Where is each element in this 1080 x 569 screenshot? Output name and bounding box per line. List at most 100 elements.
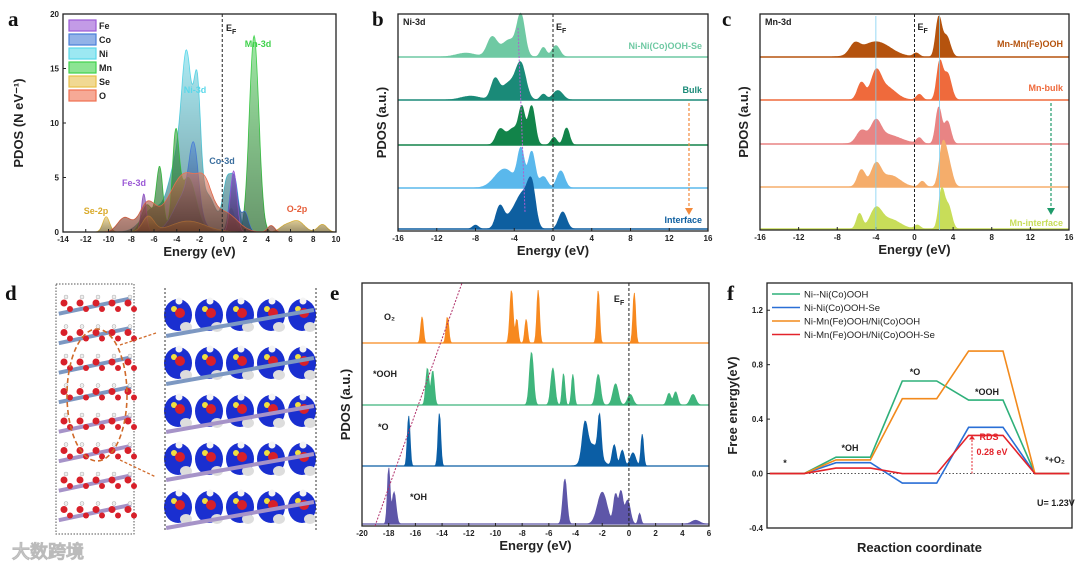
oxygen-atom (124, 388, 132, 395)
x-tick-label: 0 (627, 529, 632, 538)
charge-blob-accumulation (171, 354, 177, 360)
x-tick-label: -12 (793, 233, 805, 242)
oxygen-atom (131, 483, 137, 489)
oxygen-atom (60, 506, 68, 513)
series-label: Mn-Mn(Fe)OOH (997, 39, 1063, 49)
legend-label-o: O (99, 91, 106, 101)
y-tick-label: 20 (50, 10, 59, 19)
fermi-level-label: EF (614, 294, 625, 307)
metal-layer (165, 308, 315, 338)
series-label: Mn-bulk (1029, 83, 1064, 93)
x-tick-label: 4 (680, 529, 685, 538)
hydrogen-atom (63, 471, 69, 477)
oxygen-atom (115, 483, 121, 489)
x-tick-label: -10 (103, 235, 115, 244)
hydrogen-atom (175, 489, 183, 497)
y-axis-label: PDOS (N eV⁻¹) (11, 78, 26, 167)
hydrogen-atom (127, 383, 133, 388)
state-label: *O (910, 367, 921, 377)
y-axis-label: PDOS (a.u.) (736, 86, 751, 158)
oxygen-atom (115, 512, 121, 519)
x-tick-label: 16 (704, 234, 713, 243)
energy-profile-ni-mn-fe-ooh-ni-co-ooh-se (769, 434, 1070, 475)
charge-blob-depletion (304, 514, 316, 524)
hydrogen-atom (95, 501, 101, 506)
x-tick-label: -14 (436, 529, 448, 538)
hydrogen-atom (299, 489, 307, 497)
x-tick-label: 4 (590, 234, 595, 243)
x-axis-label: Energy (eV) (499, 538, 571, 553)
oxygen-atom (60, 358, 68, 366)
hydrogen-atom (175, 297, 183, 305)
peak-annotation: O-2p (287, 204, 308, 214)
panel-title: Mn-3d (765, 17, 792, 27)
hydrogen-atom (175, 441, 183, 449)
energy-profile-ni-mn-fe-ooh-ni-co-ooh (769, 350, 1070, 475)
charge-blob-accumulation (171, 306, 177, 312)
zoom-arrow (119, 332, 157, 346)
oxygen-atom (108, 388, 116, 395)
hydrogen-atom (95, 294, 101, 300)
energy-profile-ni-ni-co-ooh (769, 380, 1070, 475)
peak-shift-guide (517, 27, 526, 213)
x-tick-label: -4 (511, 234, 519, 243)
x-tick-label: 0 (220, 235, 225, 244)
x-tick-label: 2 (653, 529, 658, 538)
hydrogen-atom (95, 442, 101, 447)
panel-e-axes (361, 282, 710, 527)
oxygen-atom (175, 356, 185, 366)
oxygen-atom (131, 365, 137, 371)
x-axis-label: Energy (eV) (878, 242, 950, 257)
hydrogen-atom (63, 294, 69, 300)
charge-blob-accumulation (202, 498, 208, 504)
oxygen-atom (92, 476, 100, 484)
oxygen-atom (76, 417, 84, 425)
hydrogen-atom (268, 297, 276, 305)
rds-value: 0.28 eV (976, 447, 1007, 457)
legend (68, 19, 97, 102)
oxygen-atom (124, 506, 132, 513)
panel-letter-d: d (5, 281, 17, 305)
charge-blob-depletion (242, 514, 254, 524)
x-tick-label: 8 (990, 233, 995, 242)
x-tick-label: -10 (490, 529, 502, 538)
hydrogen-atom (79, 383, 85, 388)
oxygen-atom (175, 308, 185, 318)
charge-blob-depletion (273, 370, 285, 380)
series-label: Bulk (682, 85, 702, 95)
hydrogen-atom (127, 324, 133, 329)
hydrogen-atom (111, 383, 117, 388)
peak-annotation: Mn-3d (245, 39, 272, 49)
oxygen-atom (92, 447, 100, 454)
series-area-o- (362, 290, 709, 344)
series-label: Ni-Ni(Co)OOH-Se (629, 41, 703, 51)
oxygen-atom (67, 306, 73, 312)
state-label: *OH (841, 443, 858, 453)
x-tick-label: -18 (383, 529, 395, 538)
hydrogen-atom (268, 489, 276, 497)
y-tick-label: 0.4 (752, 415, 764, 424)
rds-label: RDS (979, 432, 998, 442)
oxygen-atom (67, 365, 73, 371)
charge-blob-depletion (304, 370, 316, 380)
x-tick-label: -8 (128, 235, 136, 244)
oxygen-atom (60, 417, 68, 425)
oxygen-atom (76, 388, 84, 395)
oxygen-atom (175, 500, 185, 510)
hydrogen-atom (206, 393, 214, 401)
oxygen-atom (60, 476, 68, 484)
hydrogen-atom (79, 324, 85, 329)
hydrogen-atom (111, 471, 117, 477)
hydrogen-atom (237, 489, 245, 497)
zoom-arrow (119, 459, 157, 478)
panel-title: Ni-3d (403, 17, 426, 27)
oxygen-atom (115, 306, 121, 312)
x-tick-label: -4 (173, 235, 181, 244)
charge-blob-accumulation (264, 402, 270, 408)
hydrogen-atom (79, 412, 85, 418)
panel-letter-b: b (372, 7, 384, 31)
y-tick-label: -0.4 (749, 524, 763, 533)
metal-layer (165, 356, 315, 386)
x-tick-label: -8 (834, 233, 842, 242)
x-tick-label: 12 (1026, 233, 1035, 242)
